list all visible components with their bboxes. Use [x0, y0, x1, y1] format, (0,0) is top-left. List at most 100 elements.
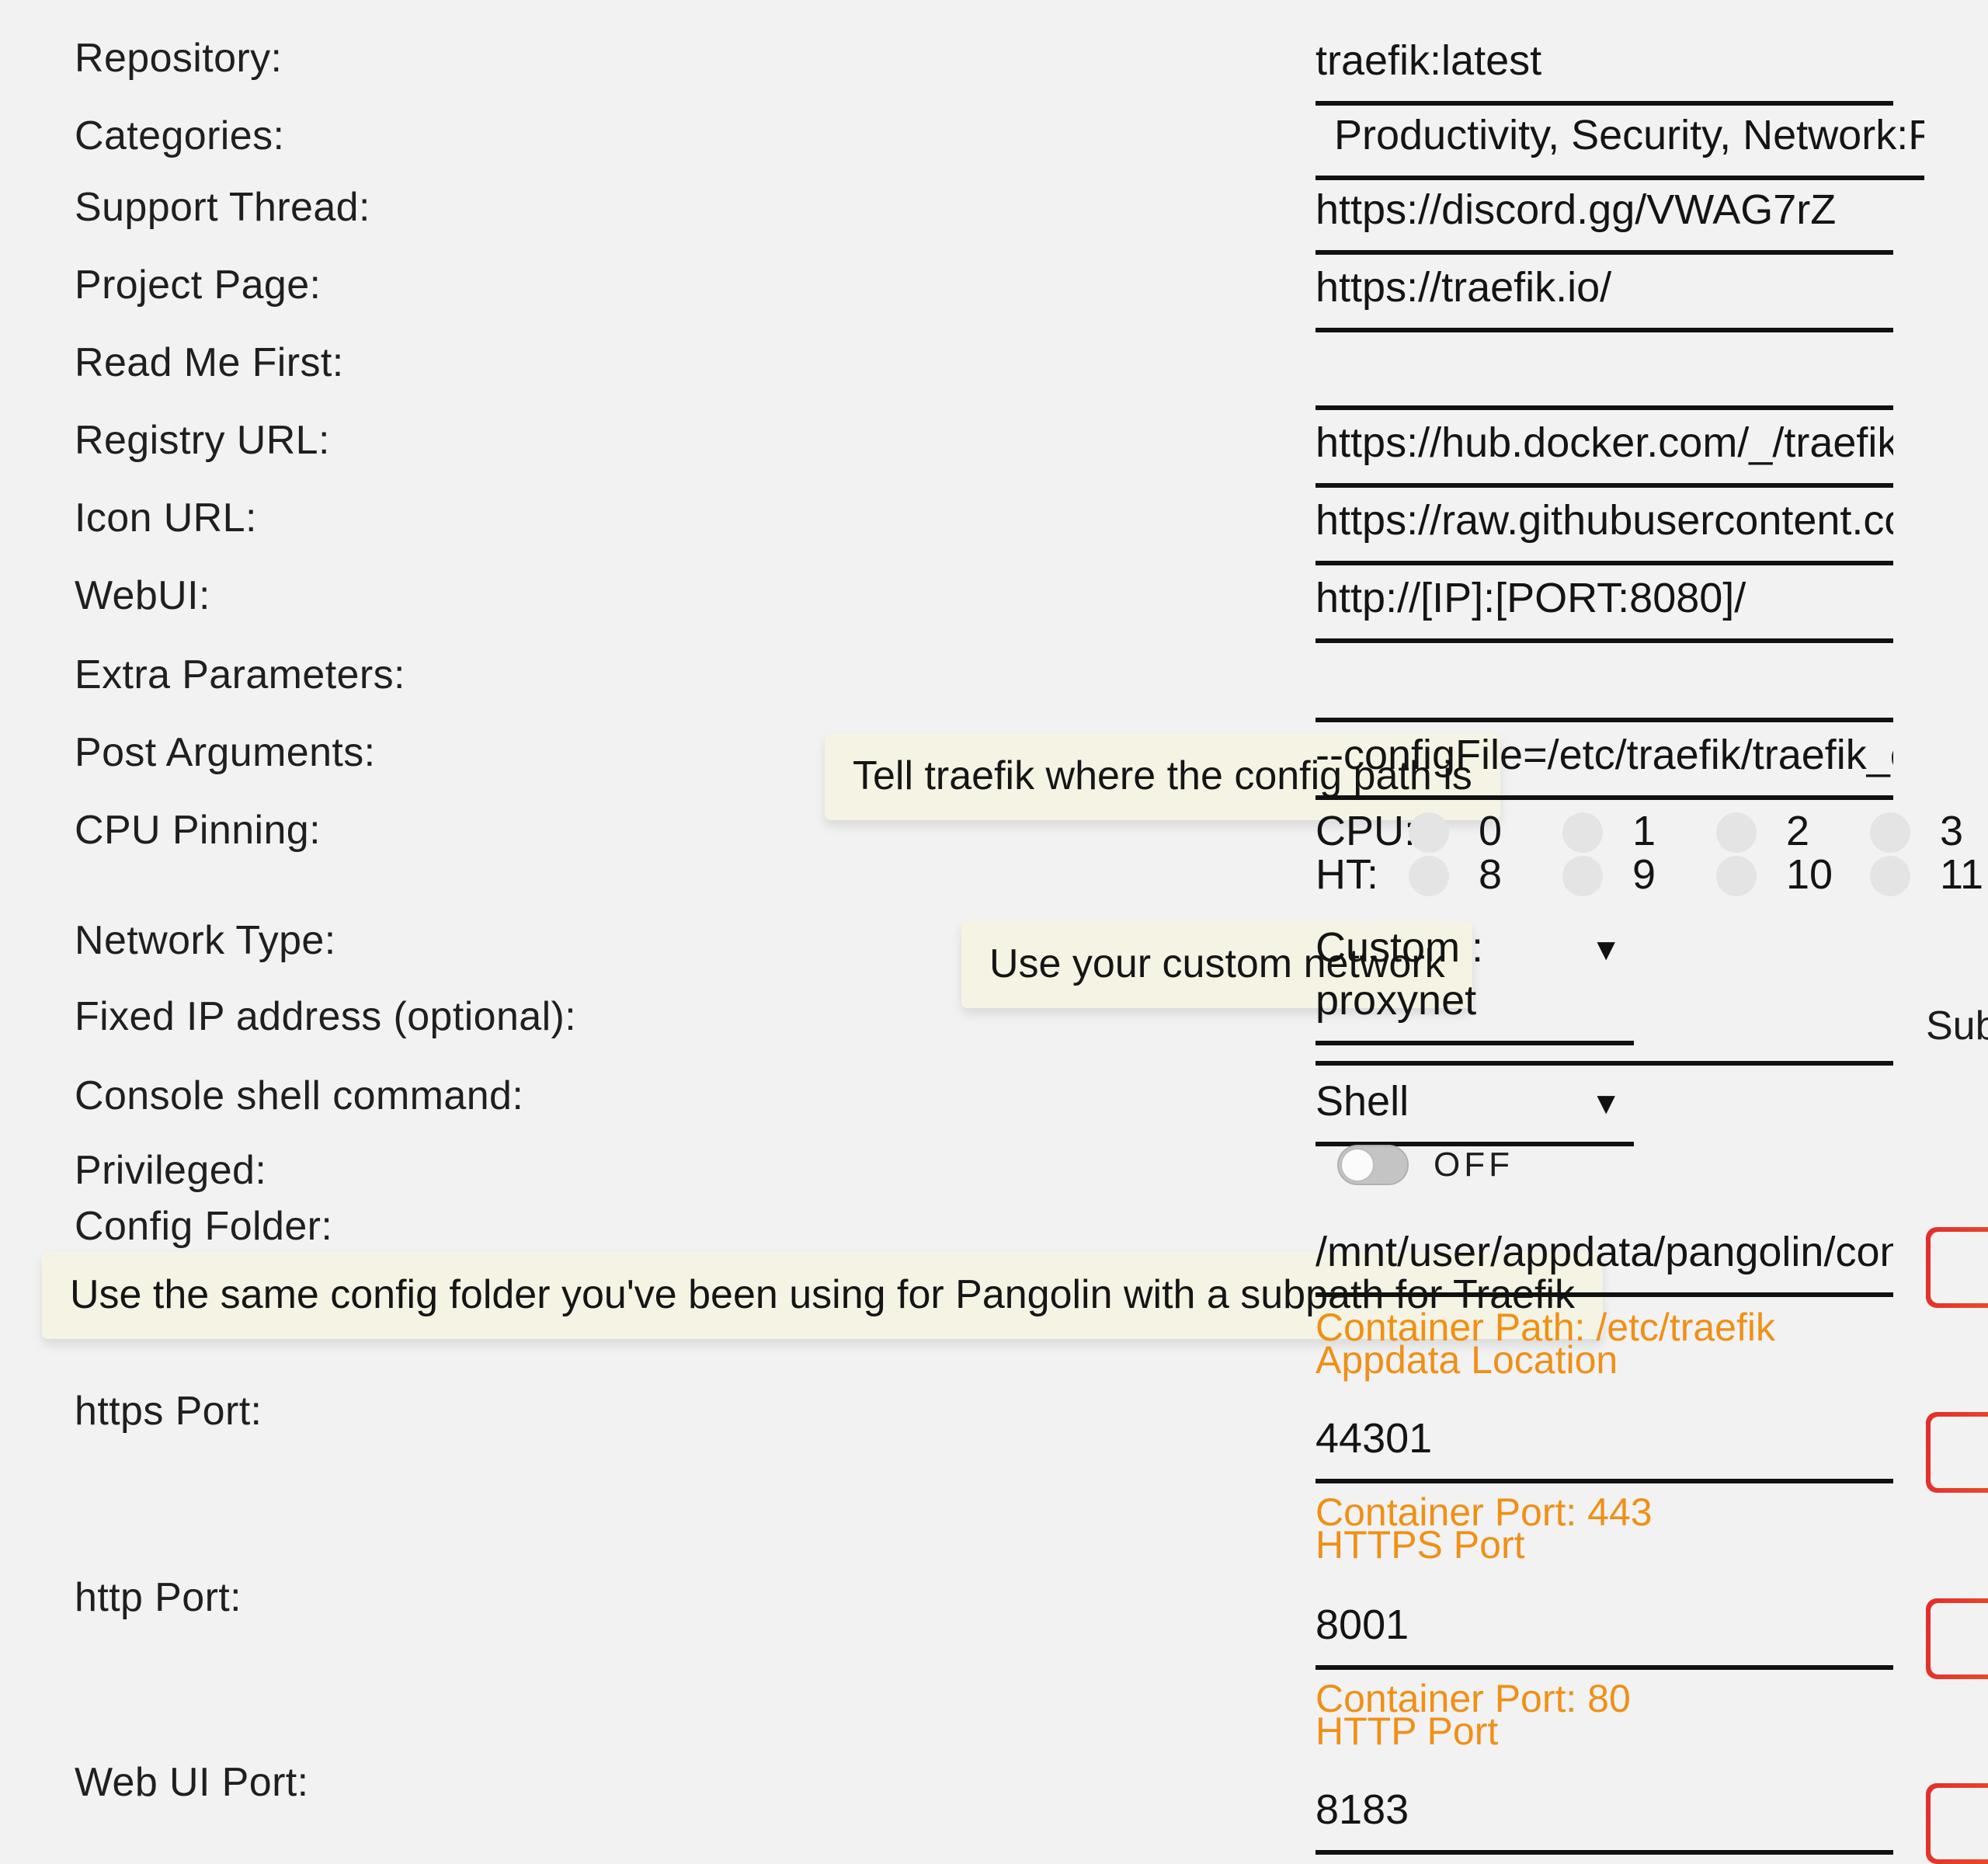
label-icon-url: Icon URL: — [75, 494, 257, 541]
config-folder-hint-2: Appdata Location — [1315, 1339, 1618, 1382]
read-me-first-input[interactable] — [1315, 339, 1893, 410]
label-extra-parameters: Extra Parameters: — [75, 651, 405, 697]
ht-core-8[interactable]: 8 — [1409, 851, 1562, 899]
ht-row-label: HT: — [1315, 851, 1378, 898]
label-project-page: Project Page: — [75, 261, 321, 308]
label-repository: Repository: — [75, 34, 283, 81]
checkbox-icon[interactable] — [1870, 812, 1910, 852]
support-thread-value: https://discord.gg/VWAG7rZ — [1315, 186, 1837, 233]
privileged-state-label: OFF — [1434, 1145, 1514, 1184]
web-ui-port-input[interactable]: 8183 — [1315, 1783, 1893, 1855]
https-port-value: 44301 — [1315, 1415, 1433, 1462]
label-config-folder: Config Folder: — [75, 1202, 333, 1249]
ht-core-label: 9 — [1632, 851, 1656, 898]
cpu-pinning-cpu-row: CPU: 0 1 2 3 4 5 6 7 — [1315, 808, 1988, 856]
config-folder-hint-1: Container Path: /etc/traefik — [1315, 1306, 1775, 1350]
web-ui-port-hint-1: Container Port: 8080 — [1315, 1858, 1673, 1864]
cpu-core-label: 0 — [1479, 808, 1503, 854]
label-http-port: http Port: — [75, 1574, 242, 1620]
checkbox-icon[interactable] — [1562, 812, 1603, 852]
ht-core-label: 10 — [1786, 851, 1833, 898]
cpu-row-label: CPU: — [1315, 808, 1416, 854]
toggle-knob — [1340, 1148, 1375, 1182]
fixed-ip-value — [1315, 994, 1893, 1061]
config-folder-input[interactable]: /mnt/user/appdata/pangolin/config/traefi… — [1315, 1226, 1893, 1297]
label-support-thread: Support Thread: — [75, 183, 370, 230]
label-read-me-first: Read Me First: — [75, 339, 344, 385]
registry-url-input[interactable]: https://hub.docker.com/_/traefik — [1315, 416, 1893, 488]
post-arguments-input[interactable]: --configFile=/etc/traefik/traefik_config… — [1315, 729, 1893, 800]
console-shell-value: Shell — [1315, 1078, 1409, 1125]
label-registry-url: Registry URL: — [75, 416, 330, 463]
http-port-hint-1: Container Port: 80 — [1315, 1678, 1631, 1721]
repository-input[interactable]: traefik:latest — [1315, 34, 1893, 106]
webui-input[interactable]: http://[IP]:[PORT:8080]/ — [1315, 572, 1893, 643]
cpu-core-1[interactable]: 1 — [1562, 808, 1716, 856]
cpu-core-label: 1 — [1632, 808, 1656, 854]
config-folder-value: /mnt/user/appdata/pangolin/config/traefi… — [1315, 1229, 1893, 1275]
config-folder-edit-button[interactable]: EDIT — [1926, 1227, 1988, 1308]
extra-parameters-input[interactable] — [1315, 651, 1893, 722]
checkbox-icon[interactable] — [1870, 855, 1910, 895]
console-shell-select[interactable]: Shell ▼ — [1315, 1075, 1634, 1146]
extra-parameters-value — [1315, 651, 1893, 718]
webui-value: http://[IP]:[PORT:8080]/ — [1315, 575, 1746, 621]
post-arguments-value: --configFile=/etc/traefik/traefik_config… — [1315, 732, 1893, 778]
registry-url-value: https://hub.docker.com/_/traefik — [1315, 419, 1893, 466]
http-port-edit-button[interactable]: EDIT — [1926, 1598, 1988, 1679]
label-network-type: Network Type: — [75, 916, 336, 963]
icon-url-input[interactable]: https://raw.githubusercontent.com/ibraco… — [1315, 494, 1893, 565]
icon-url-value: https://raw.githubusercontent.com/ibraco… — [1315, 497, 1893, 544]
label-cpu-pinning: CPU Pinning: — [75, 806, 321, 853]
cpu-pinning-ht-row: HT: 8 9 10 11 12 13 14 15 — [1315, 851, 1988, 899]
cpu-core-label: 2 — [1786, 808, 1810, 854]
label-privileged: Privileged: — [75, 1146, 267, 1193]
label-webui: WebUI: — [75, 572, 210, 618]
http-port-input[interactable]: 8001 — [1315, 1598, 1893, 1670]
web-ui-port-edit-button[interactable]: EDIT — [1926, 1783, 1988, 1864]
checkbox-icon[interactable] — [1716, 812, 1757, 852]
label-fixed-ip: Fixed IP address (optional): — [75, 993, 577, 1039]
callout-network-type: Use your custom network — [961, 921, 1473, 1008]
read-me-first-value — [1315, 339, 1893, 405]
checkbox-icon[interactable] — [1409, 855, 1449, 895]
cpu-core-2[interactable]: 2 — [1716, 808, 1870, 856]
fixed-ip-input[interactable] — [1315, 994, 1893, 1066]
callout-post-arguments: Tell traefik where the config path is — [825, 733, 1500, 820]
https-port-hint-2: HTTPS Port — [1315, 1524, 1525, 1567]
network-type-value: Custom : proxynet — [1315, 924, 1484, 1024]
ht-core-11[interactable]: 11 — [1870, 851, 1988, 899]
label-web-ui-port: Web UI Port: — [75, 1758, 309, 1805]
privileged-toggle[interactable]: OFF — [1337, 1145, 1514, 1185]
project-page-input[interactable]: https://traefik.io/ — [1315, 261, 1893, 332]
https-port-edit-button[interactable]: EDIT — [1926, 1412, 1988, 1493]
http-port-hint-2: HTTP Port — [1315, 1710, 1499, 1754]
categories-value: Productivity, Security, Network:Proxy — [1334, 112, 1924, 158]
ht-core-10[interactable]: 10 — [1716, 851, 1870, 899]
checkbox-icon[interactable] — [1409, 812, 1449, 852]
cpu-core-0[interactable]: 0 — [1409, 808, 1562, 856]
label-categories: Categories: — [75, 112, 285, 158]
network-type-select[interactable]: Custom : proxynet ▼ — [1315, 921, 1634, 1045]
project-page-value: https://traefik.io/ — [1315, 264, 1612, 311]
subnet-note: Subnet: 172.19.0.0/16 — [1926, 1002, 1988, 1048]
checkbox-icon[interactable] — [1562, 855, 1603, 895]
label-console-shell: Console shell command: — [75, 1072, 524, 1118]
https-port-input[interactable]: 44301 — [1315, 1412, 1893, 1483]
support-thread-input[interactable]: https://discord.gg/VWAG7rZ — [1315, 183, 1893, 255]
toggle-switch-icon[interactable] — [1337, 1145, 1409, 1185]
label-https-port: https Port: — [75, 1387, 262, 1434]
label-post-arguments: Post Arguments: — [75, 729, 376, 775]
repository-value: traefik:latest — [1315, 37, 1542, 84]
https-port-hint-1: Container Port: 443 — [1315, 1491, 1653, 1535]
ht-core-label: 8 — [1479, 851, 1503, 898]
web-ui-port-value: 8183 — [1315, 1786, 1409, 1833]
cpu-core-3[interactable]: 3 — [1870, 808, 1988, 856]
http-port-value: 8001 — [1315, 1601, 1409, 1648]
ht-core-9[interactable]: 9 — [1562, 851, 1716, 899]
chevron-down-icon[interactable]: ▼ — [1590, 934, 1621, 968]
cpu-core-label: 3 — [1940, 808, 1964, 854]
categories-input[interactable]: Productivity, Security, Network:Proxy — [1315, 109, 1924, 180]
checkbox-icon[interactable] — [1716, 855, 1757, 895]
chevron-down-icon[interactable]: ▼ — [1590, 1087, 1621, 1122]
